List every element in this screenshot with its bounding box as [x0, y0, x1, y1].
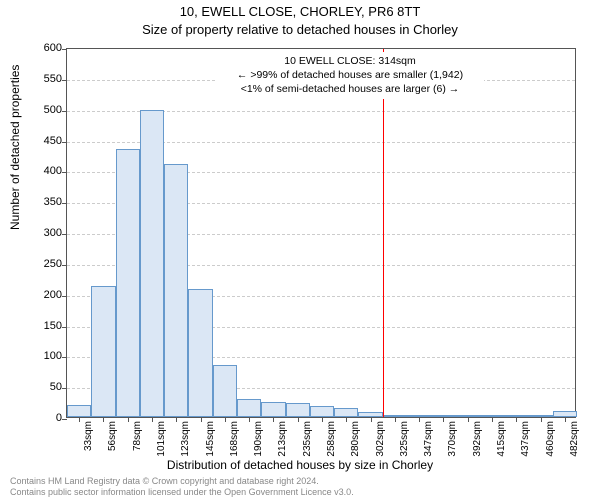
x-tick-mark — [128, 417, 129, 422]
x-tick-mark — [273, 417, 274, 422]
histogram-bar — [164, 164, 188, 417]
plot-area: 33sqm56sqm78sqm101sqm123sqm145sqm168sqm1… — [66, 48, 576, 418]
y-tick-mark — [62, 388, 67, 389]
chart-container: 10, EWELL CLOSE, CHORLEY, PR6 8TT Size o… — [0, 0, 600, 500]
histogram-bar — [310, 406, 334, 417]
x-tick-mark — [176, 417, 177, 422]
plot-wrap: 33sqm56sqm78sqm101sqm123sqm145sqm168sqm1… — [66, 48, 576, 418]
histogram-bar — [213, 365, 237, 417]
histogram-bar — [286, 403, 310, 417]
chart-title-line1: 10, EWELL CLOSE, CHORLEY, PR6 8TT — [0, 4, 600, 19]
y-tick-label: 50 — [22, 381, 62, 393]
callout-line3: <1% of semi-detached houses are larger (… — [220, 82, 480, 96]
histogram-bar — [334, 408, 358, 417]
y-tick-label: 600 — [22, 42, 62, 54]
chart-title-line2: Size of property relative to detached ho… — [0, 22, 600, 37]
y-tick-label: 250 — [22, 258, 62, 270]
y-axis-title: Number of detached properties — [8, 65, 22, 230]
y-tick-mark — [62, 296, 67, 297]
y-tick-label: 450 — [22, 135, 62, 147]
y-tick-mark — [62, 142, 67, 143]
x-tick-mark — [103, 417, 104, 422]
x-tick-mark — [371, 417, 372, 422]
y-tick-label: 0 — [22, 412, 62, 424]
y-tick-label: 500 — [22, 104, 62, 116]
x-tick-mark — [201, 417, 202, 422]
footer-line2: Contains public sector information licen… — [10, 487, 590, 498]
footer-attribution: Contains HM Land Registry data © Crown c… — [10, 476, 590, 499]
x-tick-mark — [541, 417, 542, 422]
callout-line2: ← >99% of detached houses are smaller (1… — [220, 68, 480, 82]
x-tick-mark — [492, 417, 493, 422]
footer-line1: Contains HM Land Registry data © Crown c… — [10, 476, 590, 487]
x-tick-mark — [443, 417, 444, 422]
histogram-bar — [67, 405, 91, 417]
x-tick-mark — [419, 417, 420, 422]
y-tick-label: 550 — [22, 73, 62, 85]
y-tick-mark — [62, 203, 67, 204]
reference-callout: 10 EWELL CLOSE: 314sqm ← >99% of detache… — [216, 52, 484, 99]
y-tick-label: 200 — [22, 289, 62, 301]
y-tick-label: 100 — [22, 350, 62, 362]
y-tick-mark — [62, 357, 67, 358]
callout-line1: 10 EWELL CLOSE: 314sqm — [220, 54, 480, 68]
histogram-bar — [261, 402, 285, 417]
reference-line — [383, 49, 384, 417]
x-tick-mark — [225, 417, 226, 422]
y-tick-label: 300 — [22, 227, 62, 239]
histogram-bar — [188, 289, 212, 417]
x-tick-mark — [249, 417, 250, 422]
x-tick-mark — [79, 417, 80, 422]
y-tick-mark — [62, 111, 67, 112]
x-tick-mark — [516, 417, 517, 422]
y-tick-mark — [62, 49, 67, 50]
y-tick-mark — [62, 234, 67, 235]
x-tick-mark — [152, 417, 153, 422]
y-tick-mark — [62, 419, 67, 420]
x-tick-mark — [322, 417, 323, 422]
x-tick-mark — [565, 417, 566, 422]
histogram-bar — [116, 149, 140, 417]
y-tick-mark — [62, 265, 67, 266]
histogram-bar — [237, 399, 261, 418]
y-tick-label: 350 — [22, 196, 62, 208]
x-tick-mark — [346, 417, 347, 422]
x-tick-mark — [298, 417, 299, 422]
x-tick-mark — [395, 417, 396, 422]
y-tick-label: 150 — [22, 320, 62, 332]
y-tick-mark — [62, 80, 67, 81]
x-axis-title: Distribution of detached houses by size … — [0, 458, 600, 472]
histogram-bar — [140, 110, 164, 417]
x-tick-mark — [468, 417, 469, 422]
y-tick-mark — [62, 327, 67, 328]
y-tick-mark — [62, 172, 67, 173]
y-tick-label: 400 — [22, 165, 62, 177]
histogram-bar — [91, 286, 115, 417]
